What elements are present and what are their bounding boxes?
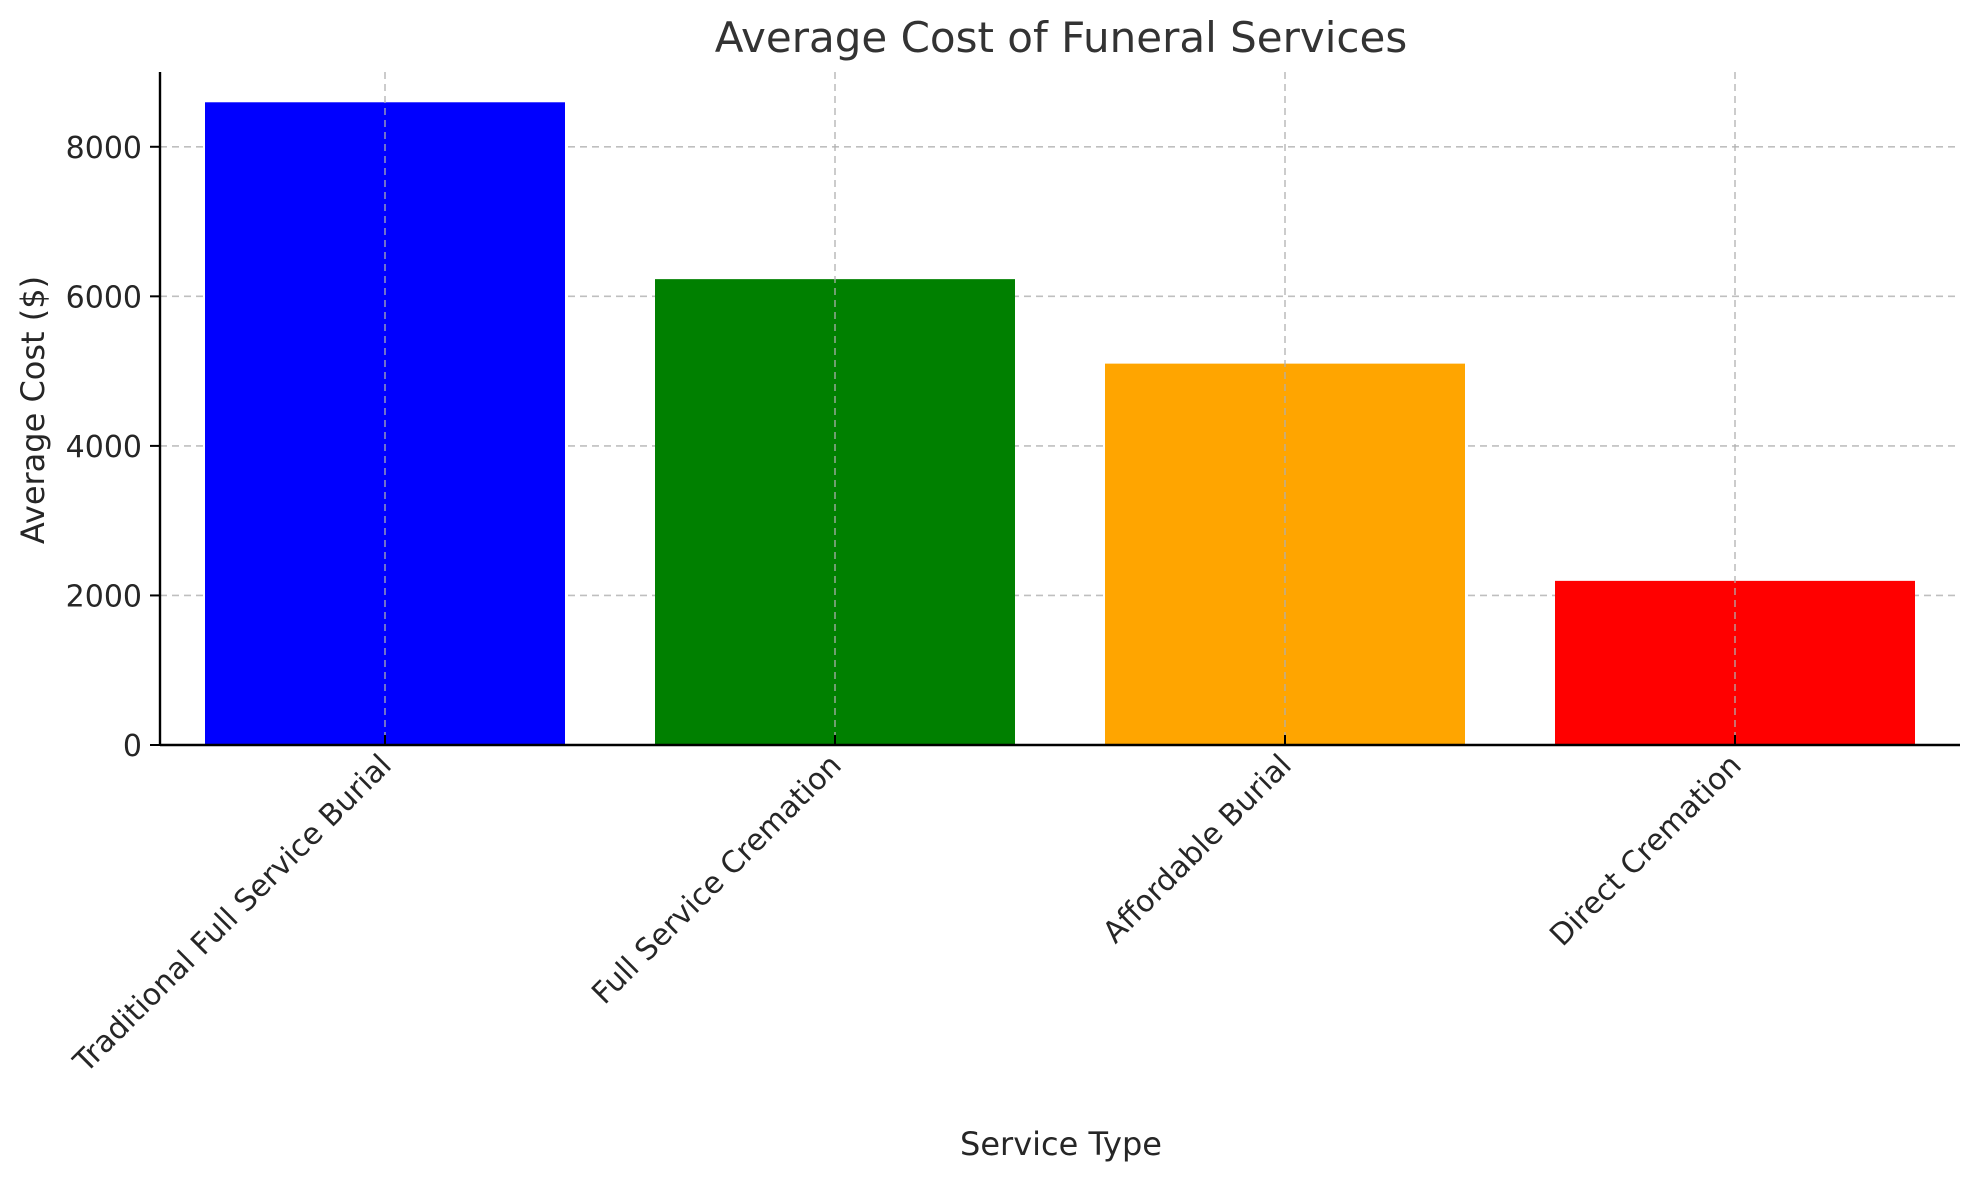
y-tick-label: 4000: [66, 430, 142, 465]
x-axis-label: Service Type: [960, 1125, 1162, 1163]
y-tick-label: 0: [123, 729, 142, 764]
x-tick-label: Full Service Cremation: [585, 748, 848, 1011]
chart-title: Average Cost of Funeral Services: [715, 13, 1407, 62]
x-tick-label: Traditional Full Service Burial: [66, 748, 398, 1080]
axes-layer: [158, 72, 1960, 747]
x-tick-label: Direct Cremation: [1543, 748, 1748, 953]
bar-full-service-cremation: [655, 279, 1015, 745]
y-tick-label: 2000: [66, 579, 142, 614]
y-axis-label: Average Cost ($): [14, 276, 52, 544]
bars-layer: [205, 72, 1915, 745]
y-tick-label: 8000: [66, 131, 142, 166]
x-tick-label: Affordable Burial: [1096, 748, 1298, 950]
y-tick-label: 6000: [66, 280, 142, 315]
